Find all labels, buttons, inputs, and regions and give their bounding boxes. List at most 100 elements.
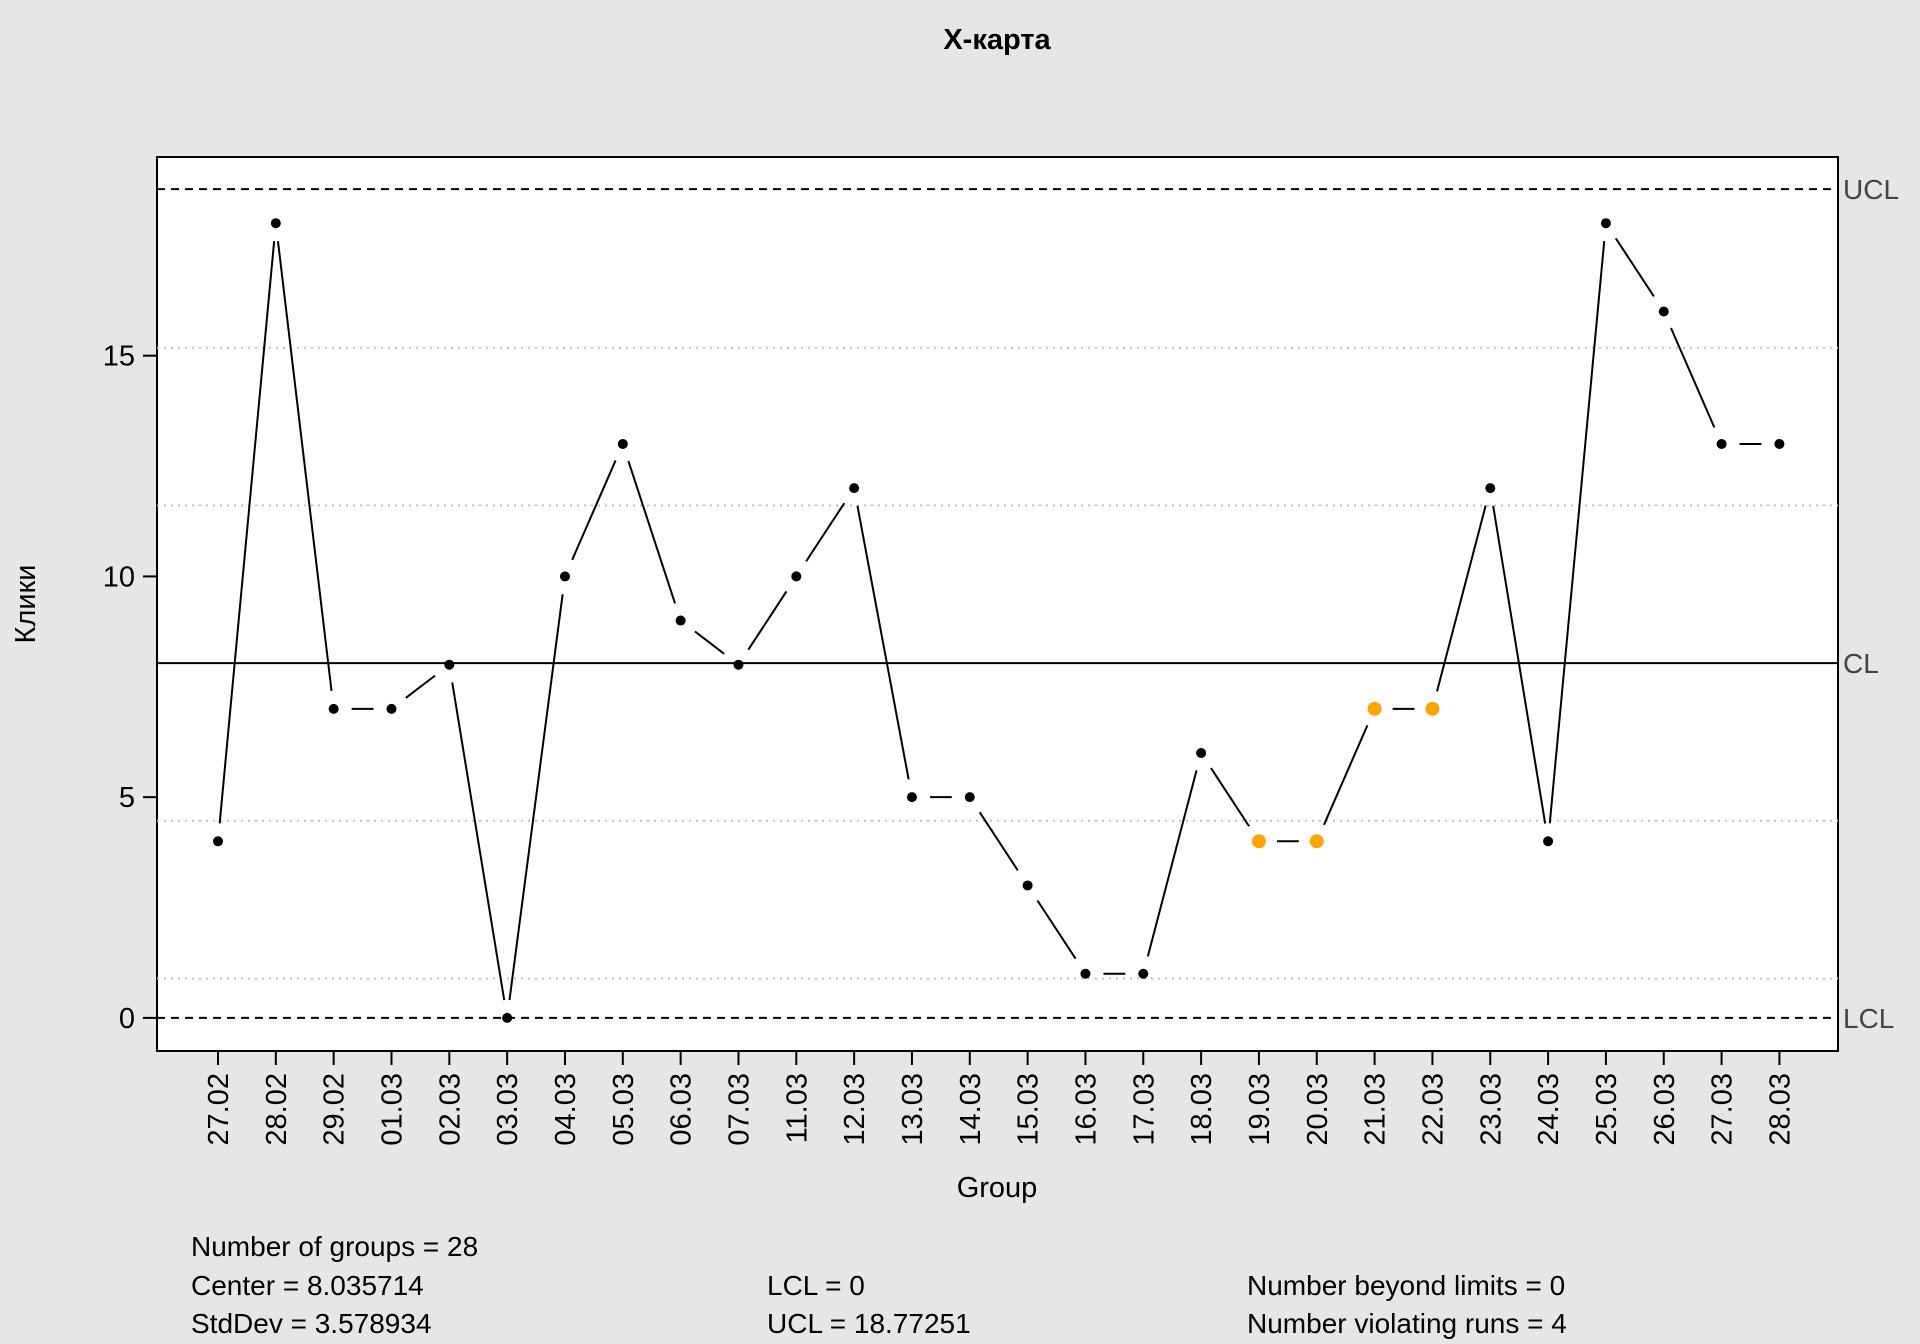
- x-tick-label-27.02: 27.02: [203, 1073, 235, 1146]
- series-segment-8: [694, 630, 725, 655]
- x-tick-label-18.03: 18.03: [1186, 1073, 1218, 1146]
- x-tick-label-26.03: 26.03: [1649, 1073, 1681, 1146]
- x-tick-label-19.03: 19.03: [1244, 1073, 1276, 1146]
- data-point-14.03: [964, 792, 975, 803]
- x-tick-label-28.03: 28.03: [1764, 1073, 1796, 1146]
- x-axis-label: Group: [957, 1172, 1038, 1204]
- x-tick-label-27.03: 27.03: [1707, 1073, 1739, 1146]
- series-segment-3: [405, 674, 436, 699]
- x-tick-label-07.03: 07.03: [723, 1073, 755, 1146]
- data-point-17.03: [1138, 968, 1149, 979]
- violation-point-19.03: [1251, 834, 1266, 849]
- data-point-02.03: [444, 659, 455, 670]
- x-tick-label-24.03: 24.03: [1533, 1073, 1565, 1146]
- violation-point-21.03: [1367, 701, 1382, 716]
- data-point-11.03: [791, 571, 802, 582]
- x-tick-label-23.03: 23.03: [1475, 1073, 1507, 1146]
- stat-stddev: StdDev = 3.578934: [191, 1308, 432, 1339]
- x-tick-label-14.03: 14.03: [955, 1073, 987, 1146]
- data-point-29.02: [328, 703, 339, 714]
- series-segment-5: [508, 594, 564, 1001]
- stat-beyond-limits: Number beyond limits = 0: [1247, 1270, 1565, 1301]
- stat-violating-runs: Number violating runs = 4: [1247, 1308, 1567, 1339]
- data-series: [213, 218, 1785, 1023]
- series-segment-25: [1670, 327, 1716, 428]
- series-segment-24: [1614, 237, 1655, 298]
- data-point-27.03: [1716, 438, 1727, 449]
- x-tick-label-21.03: 21.03: [1360, 1073, 1392, 1146]
- data-point-03.03: [502, 1012, 513, 1023]
- y-axis: 0 5 10 15: [103, 341, 157, 1035]
- x-tick-label-20.03: 20.03: [1302, 1073, 1334, 1146]
- data-point-06.03: [675, 615, 686, 626]
- data-point-04.03: [559, 571, 570, 582]
- stat-groups: Number of groups = 28: [191, 1231, 478, 1262]
- series-segment-17: [1210, 767, 1250, 827]
- data-point-26.03: [1658, 306, 1669, 317]
- sigma-lines: [157, 346, 1838, 980]
- x-tick-label-04.03: 04.03: [550, 1073, 582, 1146]
- series-segment-10: [805, 502, 846, 562]
- plot-area: [156, 156, 1839, 1052]
- violation-point-20.03: [1309, 834, 1324, 849]
- x-tick-label-29.02: 29.02: [319, 1073, 351, 1146]
- x-tick-label-17.03: 17.03: [1128, 1073, 1160, 1146]
- x-axis: 27.02 28.02 29.02 01.03 02.03 03.03 04.03 05.03…: [203, 1051, 1796, 1146]
- x-tick-label-28.02: 28.02: [261, 1073, 293, 1146]
- series-segment-9: [747, 590, 788, 651]
- x-tick-label-01.03: 01.03: [376, 1073, 408, 1146]
- cl-label: CL: [1843, 648, 1879, 679]
- series-segment-21: [1436, 505, 1487, 692]
- x-tick-label-06.03: 06.03: [666, 1073, 698, 1146]
- x-tick-label-03.03: 03.03: [492, 1073, 524, 1146]
- x-tick-label-25.03: 25.03: [1591, 1073, 1623, 1146]
- data-point-25.03: [1600, 218, 1611, 229]
- series-segment-22: [1492, 505, 1547, 824]
- series-segment-1: [276, 240, 333, 692]
- series-segment-6: [571, 460, 617, 561]
- series-segment-4: [451, 682, 506, 1001]
- stat-lcl: LCL = 0: [767, 1270, 865, 1301]
- violation-point-22.03: [1425, 701, 1440, 716]
- data-point-01.03: [386, 703, 397, 714]
- stats-panel: Number of groups = 28 Center = 8.035714 …: [191, 1231, 1567, 1339]
- y-tick-label-5: 5: [119, 782, 135, 814]
- y-axis-label: Клики: [10, 565, 42, 644]
- x-tick-label-05.03: 05.03: [608, 1073, 640, 1146]
- ucl-label: UCL: [1843, 174, 1899, 205]
- data-point-13.03: [906, 792, 917, 803]
- x-tick-label-12.03: 12.03: [839, 1073, 871, 1146]
- data-point-15.03: [1022, 880, 1033, 891]
- series-segment-13: [978, 811, 1019, 871]
- series-segment-23: [1548, 241, 1606, 824]
- x-tick-label-15.03: 15.03: [1013, 1073, 1045, 1146]
- x-tick-label-22.03: 22.03: [1417, 1073, 1449, 1146]
- x-tick-label-13.03: 13.03: [897, 1073, 929, 1146]
- series-segment-0: [218, 241, 276, 824]
- data-point-28.03: [1774, 438, 1785, 449]
- y-tick-label-0: 0: [119, 1003, 135, 1035]
- stat-center: Center = 8.035714: [191, 1270, 424, 1301]
- data-point-16.03: [1080, 968, 1091, 979]
- data-point-24.03: [1543, 836, 1554, 847]
- data-point-12.03: [849, 483, 860, 494]
- data-point-27.02: [213, 836, 223, 847]
- series-segment-7: [627, 460, 676, 604]
- series-segment-19: [1323, 724, 1369, 826]
- stat-ucl: UCL = 18.77251: [767, 1308, 971, 1339]
- data-point-18.03: [1196, 748, 1207, 758]
- data-point-23.03: [1485, 483, 1496, 494]
- series-segment-14: [1036, 899, 1077, 960]
- x-tick-label-11.03: 11.03: [781, 1073, 813, 1143]
- chart-title: X-карта: [943, 24, 1051, 56]
- series-segment-11: [856, 505, 910, 780]
- y-tick-label-10: 10: [103, 561, 135, 593]
- x-tick-label-02.03: 02.03: [434, 1073, 466, 1146]
- lcl-label: LCL: [1843, 1003, 1894, 1034]
- x-tick-label-16.03: 16.03: [1070, 1073, 1102, 1146]
- data-point-28.02: [270, 218, 281, 229]
- series-segment-16: [1146, 770, 1198, 957]
- data-point-05.03: [617, 438, 628, 449]
- y-tick-label-15: 15: [103, 341, 135, 373]
